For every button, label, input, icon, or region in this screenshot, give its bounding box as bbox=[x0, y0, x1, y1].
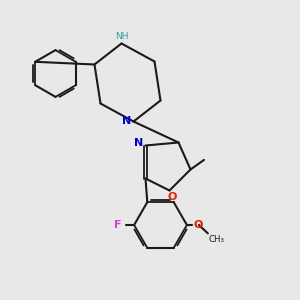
Text: N: N bbox=[134, 138, 143, 148]
Text: NH: NH bbox=[115, 32, 128, 41]
Text: O: O bbox=[168, 191, 177, 202]
Text: N: N bbox=[122, 116, 131, 127]
Text: O: O bbox=[194, 220, 203, 230]
Text: CH₃: CH₃ bbox=[208, 235, 224, 244]
Text: F: F bbox=[114, 220, 121, 230]
